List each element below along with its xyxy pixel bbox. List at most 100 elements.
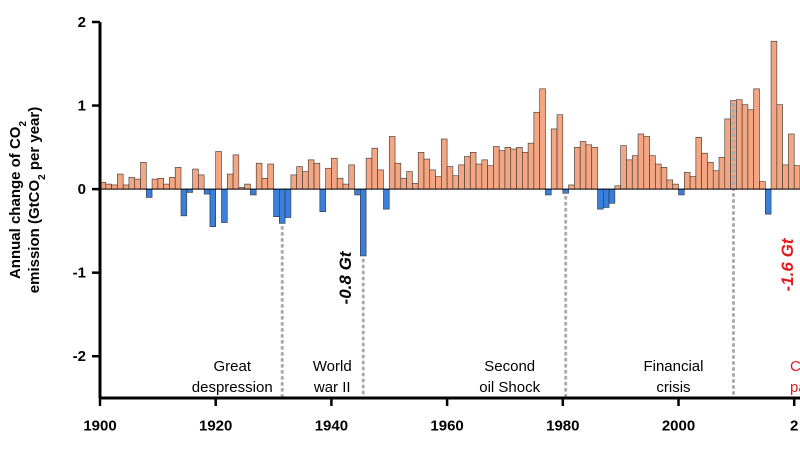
bar-1948: [377, 169, 384, 190]
bar-1966: [481, 159, 488, 190]
bar-1910: [157, 177, 164, 190]
y-tick-label-1: 1: [78, 98, 86, 115]
bar-1986: [597, 188, 604, 210]
bar-2013: [753, 88, 760, 190]
bar-1917: [198, 174, 205, 190]
y-tick-label-2: 2: [78, 14, 86, 31]
bar-1941: [336, 177, 344, 190]
bar-1929: [267, 163, 274, 190]
bar-2019: [788, 133, 795, 190]
bar-2016: [770, 40, 778, 190]
bar-1905: [128, 177, 136, 190]
bar-2017: [776, 104, 783, 190]
bar-2018: [782, 164, 789, 190]
bar-1989: [614, 185, 621, 190]
y-axis-label-line2-pre: emission (GtCO: [26, 180, 43, 294]
bar-1923: [232, 154, 240, 190]
annotation-1945-line-1: war II: [313, 379, 351, 396]
bar-1982: [574, 147, 581, 190]
x-tick-label-1920: 1920: [199, 418, 232, 435]
bar-1957: [429, 169, 436, 190]
bar-1931: [279, 188, 286, 224]
bar-1901: [105, 183, 112, 190]
bar-1959: [441, 138, 448, 190]
bar-1988: [608, 188, 616, 204]
bar-1928: [261, 177, 269, 190]
bar-1974: [527, 142, 535, 190]
bar-1945: [360, 188, 367, 257]
bar-1921: [221, 188, 228, 223]
bar-1930: [273, 188, 280, 217]
bar-1963: [464, 156, 471, 190]
bar-2001: [683, 172, 691, 190]
bar-1975: [533, 111, 540, 190]
bar-1990: [620, 145, 627, 190]
bar-1926: [250, 188, 257, 196]
x-tick-label-1900: 1900: [83, 418, 116, 435]
bar-1952: [400, 177, 407, 190]
bar-1991: [626, 159, 633, 190]
annotation-1931-line-1: despression: [192, 379, 273, 396]
bar-2004: [701, 152, 708, 190]
bar-1980: [562, 188, 569, 194]
bar-1951: [394, 162, 402, 190]
bar-2003: [695, 137, 702, 190]
bar-1956: [423, 158, 431, 190]
bar-2011: [741, 104, 749, 190]
x-tick-label-1940: 1940: [315, 418, 348, 435]
bar-1935: [302, 171, 309, 190]
bar-1964: [469, 152, 477, 190]
bar-1981: [568, 184, 575, 190]
bar-1999: [672, 183, 679, 190]
bar-1958: [435, 176, 442, 190]
bar-1967: [487, 165, 494, 190]
bar-1934: [296, 166, 303, 190]
bars-group: [99, 40, 800, 257]
y-tick-label--2: -2: [73, 348, 86, 365]
bar-1907: [140, 162, 147, 190]
bar-1943: [348, 164, 355, 190]
annotations-group: Great despression World war II Second oil Sho…: [192, 237, 800, 396]
bar-1922: [226, 173, 234, 190]
x-tick-label-1960: 1960: [430, 418, 463, 435]
value-label-1945: -0.8 Gt: [336, 250, 355, 304]
bar-1993: [637, 133, 645, 190]
bar-1985: [591, 147, 598, 190]
guide-lines-group: [280, 103, 735, 398]
bar-2012: [747, 109, 755, 190]
bar-1937: [313, 162, 321, 190]
bar-1987: [603, 188, 610, 208]
annotation-1945-line-0: World: [313, 358, 352, 375]
bar-1971: [510, 148, 517, 190]
bar-1927: [255, 162, 263, 190]
bar-1913: [174, 167, 182, 190]
bar-1908: [145, 188, 153, 198]
x-tick-label-2020: 2: [790, 418, 798, 435]
axes-group: 2 1 0 -1 -2 1900 1920 1940 1960 1980 2000 2: [73, 14, 800, 435]
bar-2008: [724, 118, 731, 190]
bar-1962: [458, 164, 465, 190]
bar-1977: [545, 188, 552, 196]
bar-1953: [406, 171, 413, 190]
bar-1950: [388, 136, 396, 190]
bar-1968: [493, 146, 500, 190]
bar-1997: [660, 167, 668, 190]
x-tick-label-2000: 2000: [662, 418, 695, 435]
bar-1918: [203, 188, 211, 195]
y-axis-label-line1-sub: 2: [18, 121, 29, 127]
annotation-2009-line-1: crisis: [656, 379, 690, 396]
bar-1983: [579, 141, 587, 190]
value-label-2020: -1.6 Gt: [778, 237, 797, 291]
bar-1942: [342, 183, 350, 190]
bar-1994: [643, 136, 650, 190]
bar-2010: [736, 99, 743, 190]
bar-1914: [180, 188, 188, 217]
bar-1920: [215, 151, 222, 190]
bar-1946: [365, 157, 373, 190]
bar-1912: [169, 177, 176, 190]
bar-1972: [516, 147, 523, 190]
bar-1925: [244, 183, 251, 190]
bar-1996: [655, 163, 662, 190]
bar-1909: [151, 178, 159, 190]
